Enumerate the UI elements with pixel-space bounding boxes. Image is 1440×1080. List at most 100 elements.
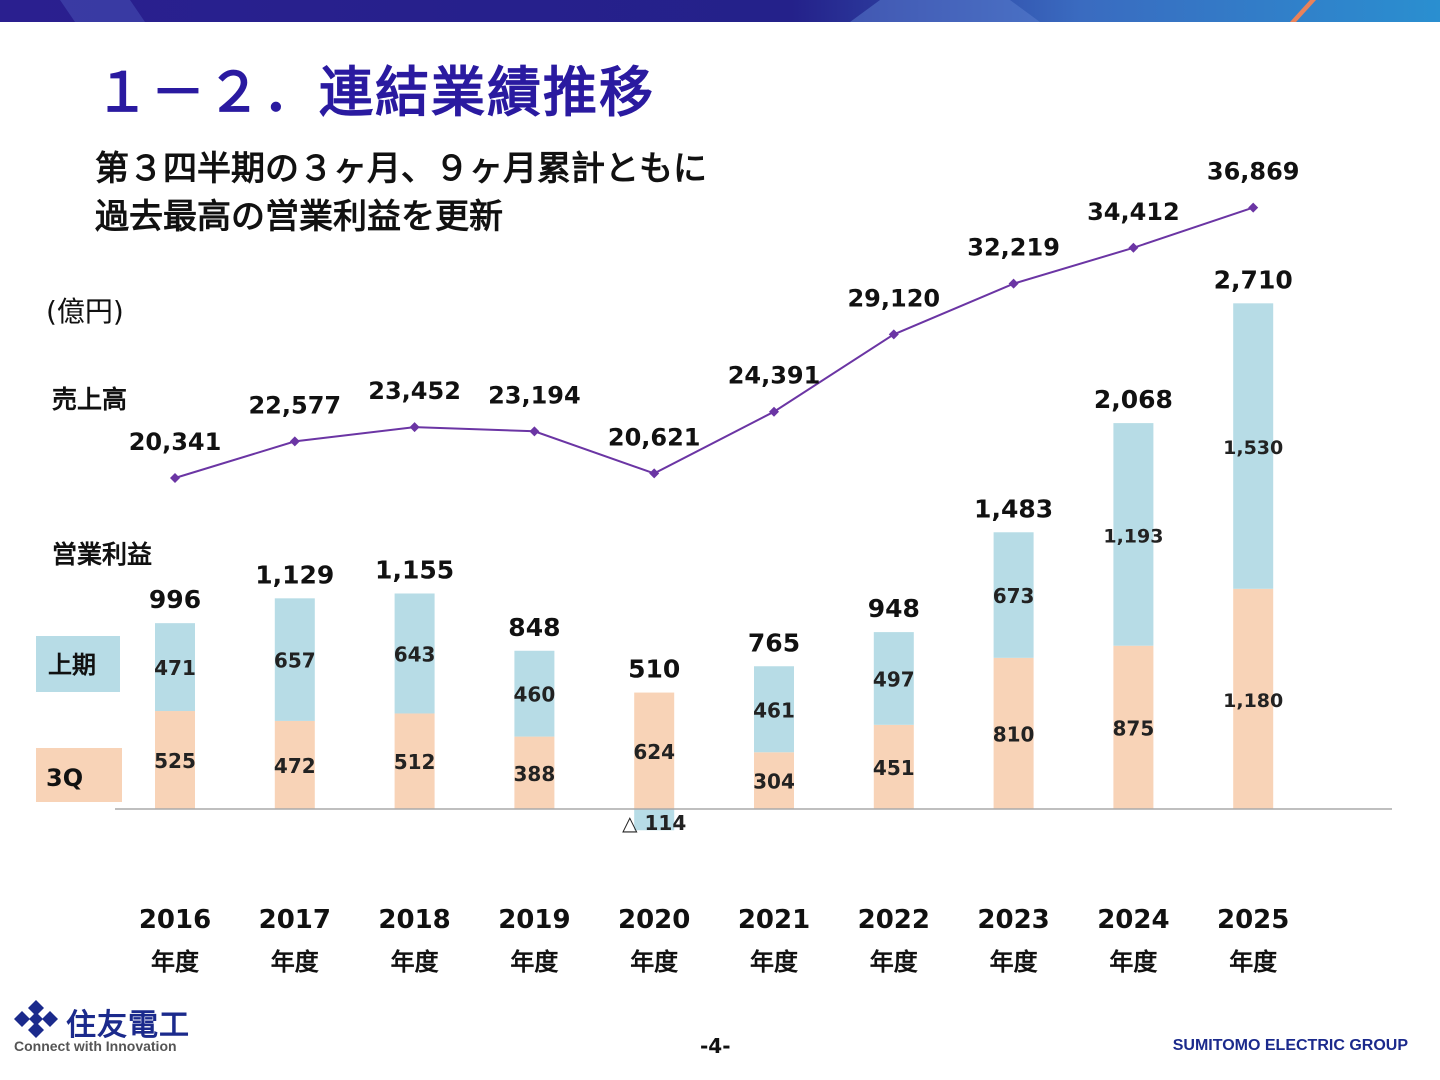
x-tick-suffix: 年度 [271,948,320,976]
x-tick-suffix: 年度 [151,948,200,976]
bar-3q [514,736,555,809]
sales-value: 32,219 [967,234,1060,262]
sales-value: 36,869 [1207,158,1300,186]
bar-h1-value: 673 [993,584,1035,608]
unit-label: (億円) [46,295,124,328]
bar-3q [155,711,195,809]
legend-h1-swatch [36,636,120,692]
x-tick-year: 2016 [139,905,211,935]
legend-q3-label: 3Q [46,764,83,792]
x-tick-year: 2022 [858,905,930,935]
x-tick-year: 2021 [738,905,810,935]
bar-3q-value: 472 [274,754,316,778]
bar-h1 [873,632,914,725]
bar-3q [1233,588,1274,809]
bar-3q [754,752,794,809]
subtitle-line-2: 過去最高の営業利益を更新 [95,197,503,237]
group-name: SUMITOMO ELECTRIC GROUP [1172,1037,1408,1054]
x-tick-year: 2025 [1217,905,1289,935]
bar-3q [1113,645,1154,809]
x-tick-year: 2017 [259,905,331,935]
bar-3q-value: 525 [154,749,196,773]
sales-point [1008,278,1019,289]
x-tick-suffix: 年度 [630,948,679,976]
sales-value: 29,120 [847,284,940,312]
company-name: 住友電工 [66,1008,190,1043]
bar-h1-value: 497 [873,667,915,691]
bar-total-value: 1,155 [375,555,454,584]
bar-total-value: 2,068 [1094,385,1173,414]
sales-row-label: 売上高 [52,385,128,414]
bar-total-value: 1,129 [255,560,334,589]
page-title: １－２．連結業績推移 [95,61,655,124]
sales-point [1248,202,1259,213]
bar-h1 [514,650,555,737]
x-tick-suffix: 年度 [510,948,559,976]
bar-total-value: 765 [748,628,800,657]
op-profit-row-label: 営業利益 [52,540,153,569]
bar-3q-value: 624 [633,740,675,764]
performance-chart: 上期 3Q 471 525 996 2016 年度 657 472 1,129 2017 年度 643 5… [36,158,1392,976]
bar-3q [634,692,675,809]
bar-3q-value: 451 [873,756,915,780]
header-band [0,0,1440,22]
bar-h1-value: 471 [154,656,196,680]
bar-h1-value: 460 [514,683,556,707]
x-tick-year: 2018 [378,905,450,935]
sales-point [1128,242,1139,253]
bar-h1 [993,532,1034,658]
bar-3q-value: 388 [514,762,556,786]
x-tick-year: 2020 [618,905,690,935]
sales-point [289,436,300,447]
sales-value: 34,412 [1087,198,1180,226]
bar-total-value: 848 [508,613,560,642]
logo-mark-icon [14,1000,58,1038]
bar-h1 [274,598,315,721]
bar-3q-value: 304 [753,770,795,794]
x-tick-year: 2023 [977,905,1049,935]
page-number: -4- [700,1034,731,1058]
bar-total-value: 948 [868,594,920,623]
tagline: Connect with Innovation [14,1038,177,1054]
bar-h1-value: △ 114 [622,811,686,835]
subtitle-line-1: 第３四半期の３ヶ月、９ヶ月累計ともに [95,149,707,189]
bar-3q-value: 1,180 [1223,690,1283,712]
x-tick-year: 2024 [1097,905,1169,935]
x-tick-suffix: 年度 [990,948,1039,976]
bar-h1 [155,623,195,712]
bar-h1 [394,593,435,714]
sales-value: 23,194 [488,381,581,409]
x-tick-suffix: 年度 [870,948,919,976]
sales-value: 24,391 [728,362,821,390]
legend-q3-swatch [36,748,122,802]
sales-value: 22,577 [248,391,341,419]
bar-h1-value: 461 [753,698,795,722]
company-logo: 住友電工 Connect with Innovation [14,998,214,1058]
bar-3q [993,657,1034,809]
x-tick-suffix: 年度 [1109,948,1158,976]
sales-point [170,473,180,483]
bar-3q-value: 875 [1113,716,1155,740]
bar-3q-value: 512 [394,750,436,774]
subtitle: 第３四半期の３ヶ月、９ヶ月累計ともに 過去最高の営業利益を更新 [95,145,707,241]
x-tick-suffix: 年度 [1229,948,1278,976]
bar-3q [274,720,315,809]
bar-h1-value: 1,530 [1223,437,1283,459]
bar-h1 [1113,423,1154,646]
bar-h1-value: 657 [274,649,316,673]
bar-h1-value: 1,193 [1103,525,1163,547]
bar-3q-value: 810 [993,722,1035,746]
bar-h1-value: 643 [394,642,436,666]
sales-line [174,206,1254,479]
sales-value: 20,341 [129,428,222,456]
sales-point [888,329,899,340]
bar-3q [394,713,435,809]
x-tick-year: 2019 [498,905,570,935]
bar-total-value: 2,710 [1214,265,1293,294]
sales-value: 23,452 [368,377,461,405]
bar-total-value: 510 [628,655,680,684]
bar-total-value: 1,483 [974,494,1053,523]
legend-h1-label: 上期 [48,651,96,679]
sales-point [409,422,420,433]
